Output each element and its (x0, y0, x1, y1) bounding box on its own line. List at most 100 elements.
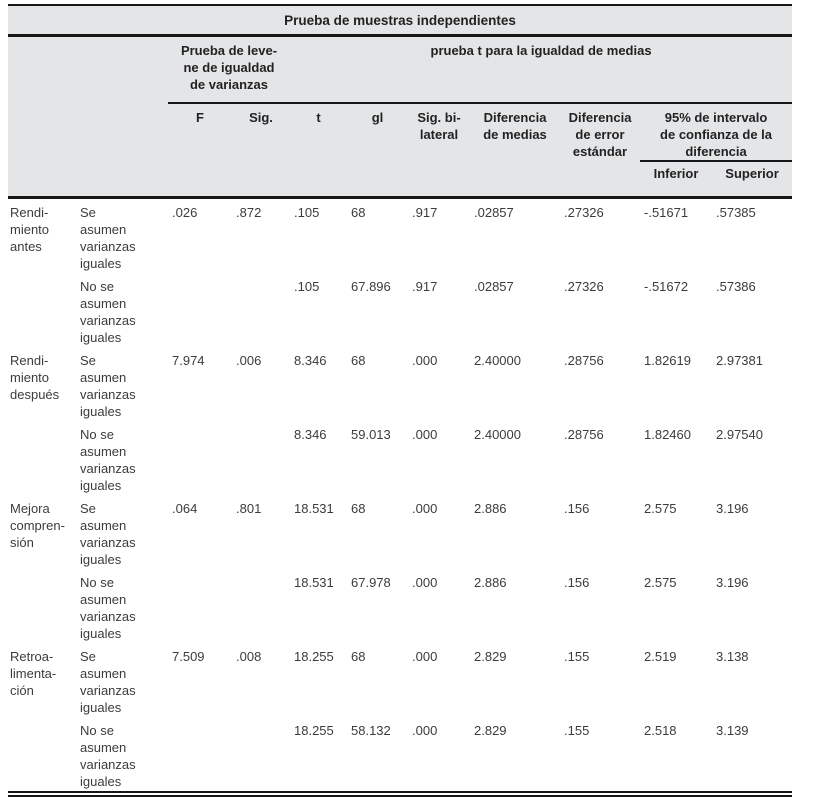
assumption-cell: No se asumen varianzas iguales (78, 273, 168, 347)
column-header-sig-bilateral: Sig. bi- lateral (408, 103, 470, 198)
value-cell: .872 (232, 196, 290, 273)
value-cell: 2.575 (640, 495, 712, 569)
table-row: Rendi- miento después Se asumen varianza… (8, 347, 793, 495)
group-header-row: Prueba de leve- ne de igualdad de varian… (8, 35, 793, 198)
value-cell: .801 (232, 495, 290, 569)
value-cell (232, 273, 290, 347)
value-cell: 68 (347, 196, 408, 273)
independent-samples-test-table: Prueba de muestras independientes Prueba… (8, 4, 793, 797)
value-cell: .105 (290, 273, 347, 347)
value-cell: .155 (560, 643, 640, 717)
variable-cell: Rendi- miento antes (8, 196, 78, 347)
value-cell: .000 (408, 421, 470, 495)
value-cell: -.51672 (640, 273, 712, 347)
value-cell: .57386 (712, 273, 793, 347)
assumption-cell: Se asumen varianzas iguales (78, 196, 168, 273)
table-row: Mejora compren- sión Se asumen varianzas… (8, 495, 793, 643)
table-title-row: Prueba de muestras independientes (8, 4, 793, 37)
value-cell: 18.255 (290, 643, 347, 717)
column-header-diferencia-medias: Diferencia de medias (470, 103, 560, 198)
value-cell: .156 (560, 495, 640, 569)
value-cell: .917 (408, 273, 470, 347)
ttest-group-header: prueba t para la igualdad de medias (290, 35, 793, 104)
value-cell (232, 717, 290, 797)
value-cell (168, 717, 232, 797)
assumption-cell: No se asumen varianzas iguales (78, 717, 168, 797)
variable-cell: Rendi- miento después (8, 347, 78, 495)
column-header-confidence-interval: 95% de intervalo de confianza de la dife… (640, 103, 793, 162)
value-cell: 2.886 (470, 569, 560, 643)
value-cell: .105 (290, 196, 347, 273)
value-cell: 3.138 (712, 643, 793, 717)
value-cell: .28756 (560, 347, 640, 421)
value-cell: 68 (347, 495, 408, 569)
value-cell: 2.829 (470, 717, 560, 797)
value-cell: 2.575 (640, 569, 712, 643)
column-header-inferior: Inferior (640, 161, 712, 198)
value-cell: 3.139 (712, 717, 793, 797)
variable-cell: Mejora compren- sión (8, 495, 78, 643)
levene-test-group-header: Prueba de leve- ne de igualdad de varian… (168, 35, 290, 104)
value-cell: .026 (168, 196, 232, 273)
assumption-cell: Se asumen varianzas iguales (78, 643, 168, 717)
assumption-cell: No se asumen varianzas iguales (78, 421, 168, 495)
value-cell: .57385 (712, 196, 793, 273)
value-cell: .28756 (560, 421, 640, 495)
column-header-sig: Sig. (232, 103, 290, 198)
value-cell: 59.013 (347, 421, 408, 495)
value-cell: 1.82619 (640, 347, 712, 421)
table-row: No se asumen varianzas iguales .105 67.8… (8, 273, 793, 347)
value-cell: .064 (168, 495, 232, 569)
value-cell (168, 421, 232, 495)
value-cell: 67.896 (347, 273, 408, 347)
value-cell: 2.886 (470, 495, 560, 569)
value-cell: 1.82460 (640, 421, 712, 495)
value-cell (168, 569, 232, 643)
value-cell: .008 (232, 643, 290, 717)
value-cell: 7.509 (168, 643, 232, 717)
assumption-cell: Se asumen varianzas iguales (78, 347, 168, 421)
value-cell: 68 (347, 347, 408, 421)
value-cell: .02857 (470, 196, 560, 273)
value-cell: 67.978 (347, 569, 408, 643)
value-cell (168, 273, 232, 347)
value-cell: 58.132 (347, 717, 408, 797)
value-cell: 2.40000 (470, 421, 560, 495)
column-header-row: F Sig. t gl Sig. bi- lateral Diferencia … (8, 103, 793, 198)
value-cell: .27326 (560, 196, 640, 273)
table-row: No se asumen varianzas iguales 8.346 59.… (8, 421, 793, 495)
value-cell: .27326 (560, 273, 640, 347)
value-cell: .155 (560, 717, 640, 797)
value-cell: 8.346 (290, 347, 347, 421)
value-cell: .000 (408, 717, 470, 797)
value-cell (232, 421, 290, 495)
value-cell: .000 (408, 643, 470, 717)
row-label-header-spacer (8, 35, 168, 198)
value-cell: -.51671 (640, 196, 712, 273)
value-cell: .02857 (470, 273, 560, 347)
confidence-bounds-header-row: Inferior Superior (8, 161, 793, 198)
variable-cell: Retroa- limenta- ción (8, 643, 78, 797)
value-cell: 3.196 (712, 569, 793, 643)
value-cell: 8.346 (290, 421, 347, 495)
table-title: Prueba de muestras independientes (8, 4, 793, 37)
table-row: Rendi- miento antes Se asumen varianzas … (8, 196, 793, 347)
value-cell (232, 569, 290, 643)
value-cell: 3.196 (712, 495, 793, 569)
table-row: No se asumen varianzas iguales 18.531 67… (8, 569, 793, 643)
value-cell: .006 (232, 347, 290, 421)
table-row: No se asumen varianzas iguales 18.255 58… (8, 717, 793, 797)
value-cell: 18.255 (290, 717, 347, 797)
value-cell: 7.974 (168, 347, 232, 421)
column-header-gl: gl (347, 103, 408, 198)
column-header-t: t (290, 103, 347, 198)
value-cell: 68 (347, 643, 408, 717)
value-cell: .917 (408, 196, 470, 273)
assumption-cell: Se asumen varianzas iguales (78, 495, 168, 569)
assumption-cell: No se asumen varianzas iguales (78, 569, 168, 643)
value-cell: .000 (408, 569, 470, 643)
column-header-f: F (168, 103, 232, 198)
value-cell: 2.519 (640, 643, 712, 717)
column-header-superior: Superior (712, 161, 793, 198)
value-cell: 2.97381 (712, 347, 793, 421)
